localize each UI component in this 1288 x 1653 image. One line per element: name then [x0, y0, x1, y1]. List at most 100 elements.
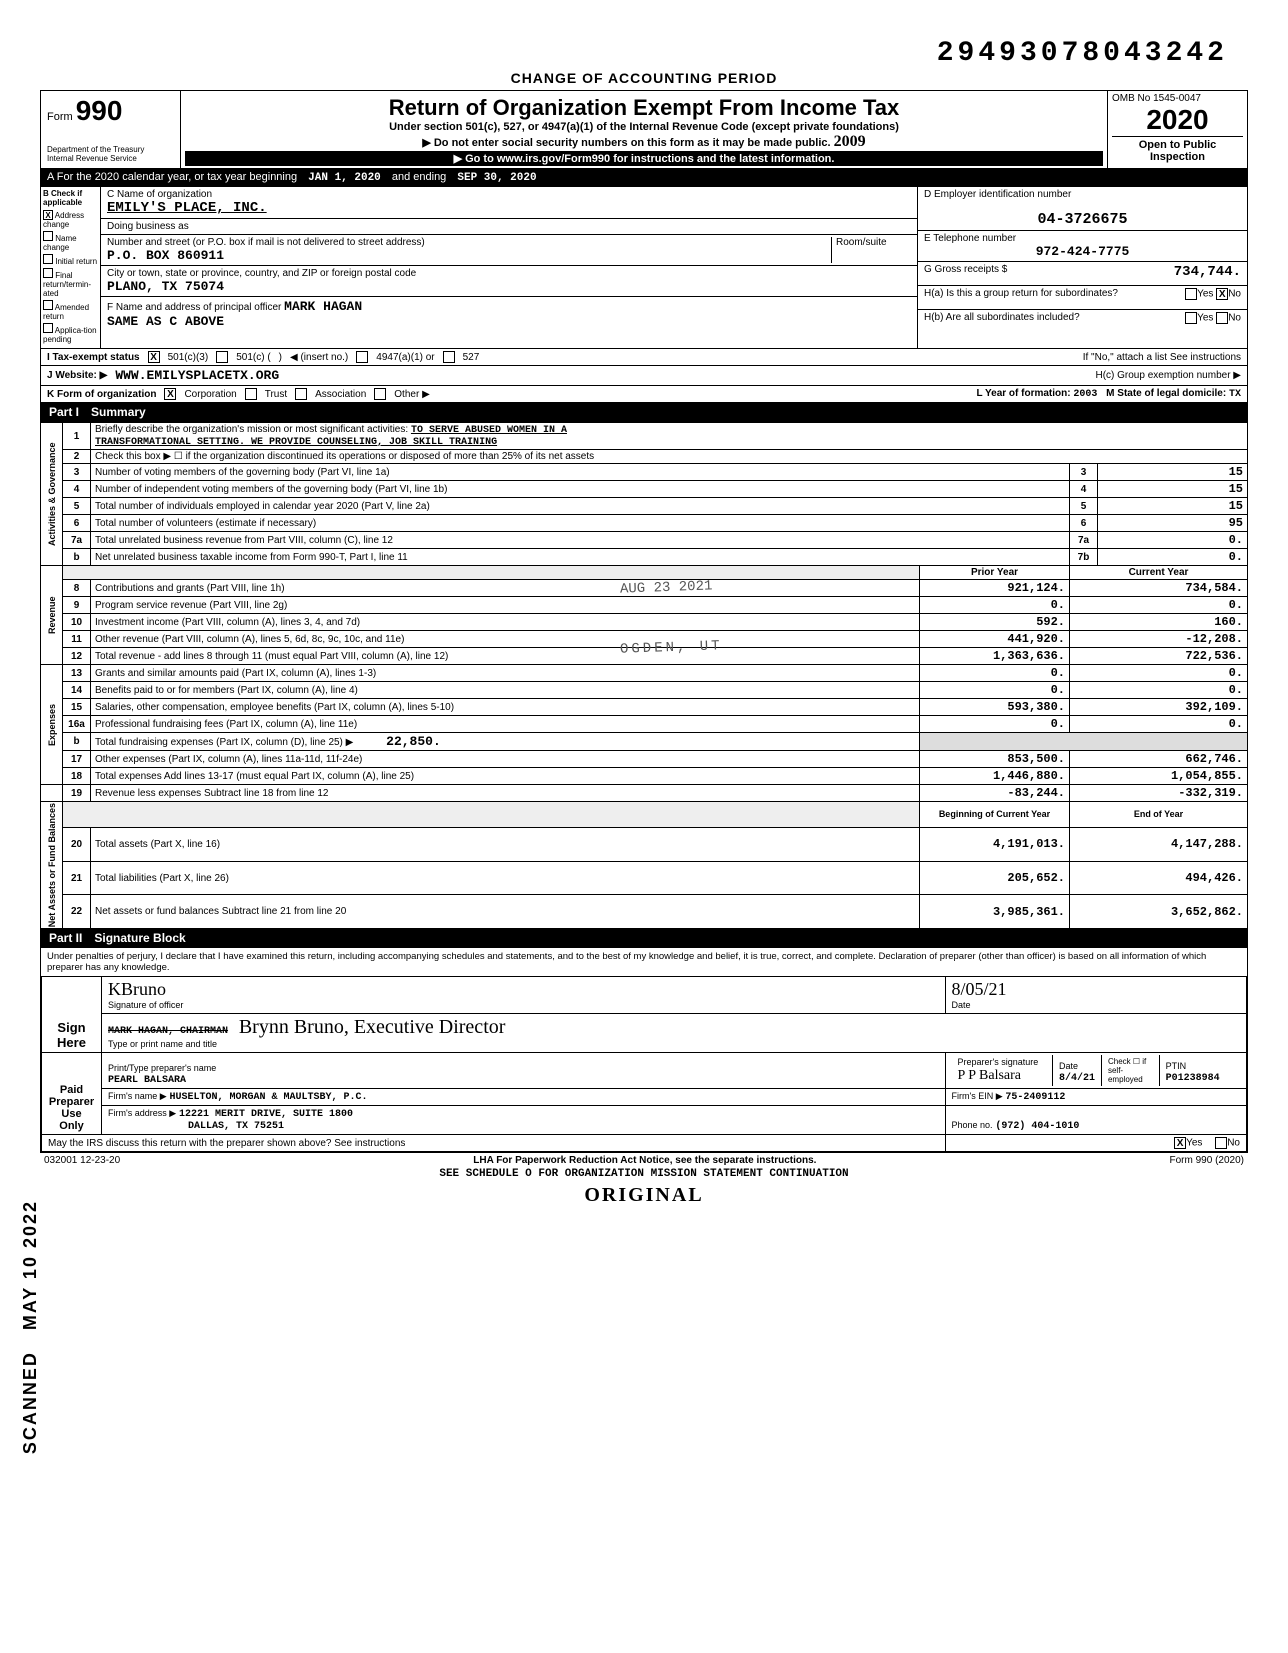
val-4: 15	[1098, 481, 1248, 498]
prior-8: 921,124.	[920, 580, 1070, 597]
label-ha: H(a) Is this a group return for subordin…	[924, 288, 1118, 299]
form-title: Return of Organization Exempt From Incom…	[185, 95, 1103, 121]
discuss-no-box[interactable]	[1215, 1137, 1227, 1149]
label-e: E Telephone number	[924, 233, 1016, 244]
ha-yes-box[interactable]	[1185, 288, 1197, 300]
officer-signature: KBruno	[108, 979, 166, 999]
hb-no-box[interactable]	[1216, 312, 1228, 324]
prior-16a: 0.	[920, 716, 1070, 733]
document-number: 29493078043242	[937, 38, 1228, 69]
chk-other[interactable]	[374, 388, 386, 400]
officer-crossed: MARK HAGAN, CHAIRMAN	[108, 1026, 228, 1037]
chk-527[interactable]	[443, 351, 455, 363]
website: WWW.EMILYSPLACETX.ORG	[115, 368, 279, 383]
header-center: Return of Organization Exempt From Incom…	[181, 91, 1107, 168]
mission-line2: TRANSFORMATIONAL SETTING. WE PROVIDE COU…	[95, 437, 497, 448]
firm-city: DALLAS, TX 75251	[188, 1121, 284, 1132]
curr-16a: 0.	[1070, 716, 1248, 733]
prior-18: 1,446,880.	[920, 768, 1070, 785]
form-label: Form	[47, 111, 73, 123]
gross-receipts: 734,744.	[1174, 264, 1241, 280]
curr-21: 494,426.	[1070, 861, 1248, 895]
received-stamp: AUG 23 2021	[620, 578, 713, 597]
curr-11: -12,208.	[1070, 631, 1248, 648]
curr-20: 4,147,288.	[1070, 827, 1248, 861]
prior-19: -83,244.	[920, 785, 1070, 802]
prior-20: 4,191,013.	[920, 827, 1070, 861]
chk-initial[interactable]	[43, 254, 53, 264]
chk-amended[interactable]	[43, 300, 53, 310]
col-b-checkboxes: B Check if applicable X Address change N…	[41, 187, 101, 348]
handwritten-year: 2009	[834, 133, 866, 150]
col-prior: Prior Year	[920, 566, 1070, 580]
chk-final[interactable]	[43, 268, 53, 278]
col-current: Current Year	[1070, 566, 1248, 580]
omb-number: OMB No 1545-0047	[1112, 93, 1243, 104]
footer-right: Form 990 (2020)	[1170, 1155, 1244, 1166]
prior-21: 205,652.	[920, 861, 1070, 895]
firm-ein: 75-2409112	[1005, 1092, 1065, 1103]
label-g: G Gross receipts $	[924, 264, 1007, 275]
summary-table: Activities & Governance 1 Briefly descri…	[40, 422, 1248, 929]
see-schedule: SEE SCHEDULE O FOR ORGANIZATION MISSION …	[40, 1168, 1248, 1180]
firm-name: HUSELTON, MORGAN & MAULTSBY, P.C.	[169, 1092, 367, 1103]
penalty-statement: Under penalties of perjury, I declare th…	[41, 948, 1247, 976]
dba-label: Doing business as	[107, 221, 189, 232]
chk-assoc[interactable]	[295, 388, 307, 400]
sig-officer-label: Signature of officer	[108, 1000, 183, 1010]
tax-year: 2020	[1112, 104, 1243, 136]
officer-name: MARK HAGAN	[284, 299, 362, 314]
col-de: D Employer identification number 04-3726…	[917, 187, 1247, 348]
sign-here-label: Sign Here	[42, 977, 102, 1053]
fundraising-total: 22,850.	[386, 734, 441, 749]
label-hb: H(b) Are all subordinates included?	[924, 312, 1080, 323]
chk-pending[interactable]	[43, 323, 53, 333]
prior-10: 592.	[920, 614, 1070, 631]
ssn-note: ▶ Do not enter social security numbers o…	[185, 133, 1103, 151]
chk-501c3[interactable]: X	[148, 351, 160, 363]
label-c: C Name of organization	[107, 189, 212, 200]
row-a-period: A For the 2020 calendar year, or tax yea…	[40, 169, 1248, 187]
curr-19: -332,319.	[1070, 785, 1248, 802]
curr-13: 0.	[1070, 665, 1248, 682]
hb-yes-box[interactable]	[1185, 312, 1197, 324]
form-subtitle: Under section 501(c), 527, or 4947(a)(1)…	[185, 121, 1103, 133]
chk-corp[interactable]: X	[164, 388, 176, 400]
chk-address[interactable]: X	[43, 210, 53, 220]
curr-9: 0.	[1070, 597, 1248, 614]
curr-18: 1,054,855.	[1070, 768, 1248, 785]
change-period-header: CHANGE OF ACCOUNTING PERIOD	[40, 70, 1248, 86]
line2: Check this box ▶ ☐ if the organization d…	[91, 450, 1248, 464]
period-begin: JAN 1, 2020	[308, 172, 381, 184]
curr-14: 0.	[1070, 682, 1248, 699]
row-i: I Tax-exempt status X501(c)(3) 501(c) ( …	[40, 349, 1248, 366]
preparer-signature: P P Balsara	[958, 1068, 1022, 1083]
chk-name[interactable]	[43, 231, 53, 241]
discuss-yes-box[interactable]: X	[1174, 1137, 1186, 1149]
col-b-label: B Check if applicable	[43, 189, 98, 207]
label-d: D Employer identification number	[924, 189, 1071, 200]
curr-12: 722,536.	[1070, 648, 1248, 665]
date-label: Date	[952, 1000, 971, 1010]
chk-4947[interactable]	[356, 351, 368, 363]
ha-no-box[interactable]: X	[1216, 288, 1228, 300]
prior-12: 1,363,636.	[920, 648, 1070, 665]
footer-mid: LHA For Paperwork Reduction Act Notice, …	[473, 1155, 816, 1166]
chk-trust[interactable]	[245, 388, 257, 400]
val-6: 95	[1098, 515, 1248, 532]
prior-17: 853,500.	[920, 751, 1070, 768]
addr-label: Number and street (or P.O. box if mail i…	[107, 237, 425, 248]
officer-addr: SAME AS C ABOVE	[107, 314, 224, 329]
val-5: 15	[1098, 498, 1248, 515]
header-left: Form 990 Department of the Treasury Inte…	[41, 91, 181, 168]
footer-left: 032001 12-23-20	[44, 1155, 120, 1166]
val-7a: 0.	[1098, 532, 1248, 549]
curr-17: 662,746.	[1070, 751, 1248, 768]
chk-501c[interactable]	[216, 351, 228, 363]
val-7b: 0.	[1098, 549, 1248, 566]
scanned-stamp: SCANNED MAY 10 2022	[20, 1200, 41, 1454]
prior-11: 441,920.	[920, 631, 1070, 648]
state-domicile: TX	[1229, 389, 1241, 400]
open-inspection: Open to Public Inspection	[1112, 136, 1243, 163]
col-end: End of Year	[1070, 802, 1248, 828]
